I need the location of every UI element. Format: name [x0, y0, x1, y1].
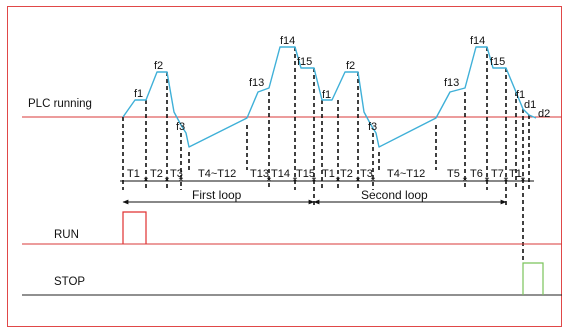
time-label: T1 — [127, 168, 140, 180]
time-label: T13 — [250, 168, 269, 180]
time-axis-markers: * * * * * * * * * * * * * — [144, 174, 526, 188]
plc-running-label: PLC running — [28, 98, 92, 110]
svg-text:*: * — [485, 174, 490, 188]
freq-label: f14 — [470, 35, 485, 47]
freq-label: f3 — [176, 121, 185, 133]
time-label: T6 — [470, 168, 483, 180]
svg-text:*: * — [504, 174, 509, 188]
freq-label: d1 — [524, 99, 536, 111]
svg-text:*: * — [463, 174, 468, 188]
time-label: T2 — [150, 168, 163, 180]
svg-text:*: * — [356, 174, 361, 188]
freq-label: f15 — [297, 56, 312, 68]
second-loop-label: Second loop — [361, 188, 428, 202]
freq-label: f14 — [280, 35, 295, 47]
svg-text:*: * — [165, 174, 170, 188]
svg-text:*: * — [293, 174, 298, 188]
diagram-border — [7, 6, 562, 327]
svg-text:*: * — [371, 174, 376, 188]
time-label: T4~T12 — [198, 168, 236, 180]
freq-label: f1 — [134, 88, 143, 100]
stop-pulse — [522, 262, 544, 295]
run-label: RUN — [54, 229, 79, 241]
freq-label: f13 — [444, 77, 459, 89]
run-pulse — [122, 211, 147, 244]
svg-text:*: * — [144, 174, 149, 188]
time-label: T4~T12 — [387, 168, 425, 180]
time-label: T15 — [296, 168, 315, 180]
time-labels: T1 T2 T3 T4~T12 T13 T14 T15 T1 T2 T3 T4~… — [127, 168, 522, 180]
freq-label: f2 — [154, 60, 163, 72]
time-label: T1 — [509, 168, 522, 180]
freq-label: f13 — [249, 77, 264, 89]
time-label: T1 — [322, 168, 335, 180]
freq-label: f1 — [516, 89, 525, 101]
svg-text:*: * — [179, 174, 184, 188]
time-label: T2 — [340, 168, 353, 180]
svg-text:*: * — [336, 174, 341, 188]
time-label: T3 — [170, 168, 183, 180]
freq-label: f2 — [346, 60, 355, 72]
time-label: T14 — [271, 168, 290, 180]
first-loop-label: First loop — [192, 188, 242, 202]
frequency-labels: f1 f2 f3 f13 f14 f15 f1 f2 f3 f13 f14 f1… — [134, 35, 550, 133]
freq-label: f15 — [490, 56, 505, 68]
frequency-curve — [122, 46, 537, 148]
stop-label: STOP — [54, 276, 85, 288]
svg-text:*: * — [267, 174, 272, 188]
svg-text:*: * — [521, 174, 526, 188]
time-label: T3 — [360, 168, 373, 180]
freq-label: f1 — [322, 89, 331, 101]
freq-label: d2 — [538, 108, 550, 120]
svg-text:*: * — [312, 174, 317, 188]
time-guides — [122, 47, 530, 260]
time-label: T7 — [491, 168, 504, 180]
time-label: T5 — [447, 168, 460, 180]
freq-label: f3 — [368, 121, 377, 133]
